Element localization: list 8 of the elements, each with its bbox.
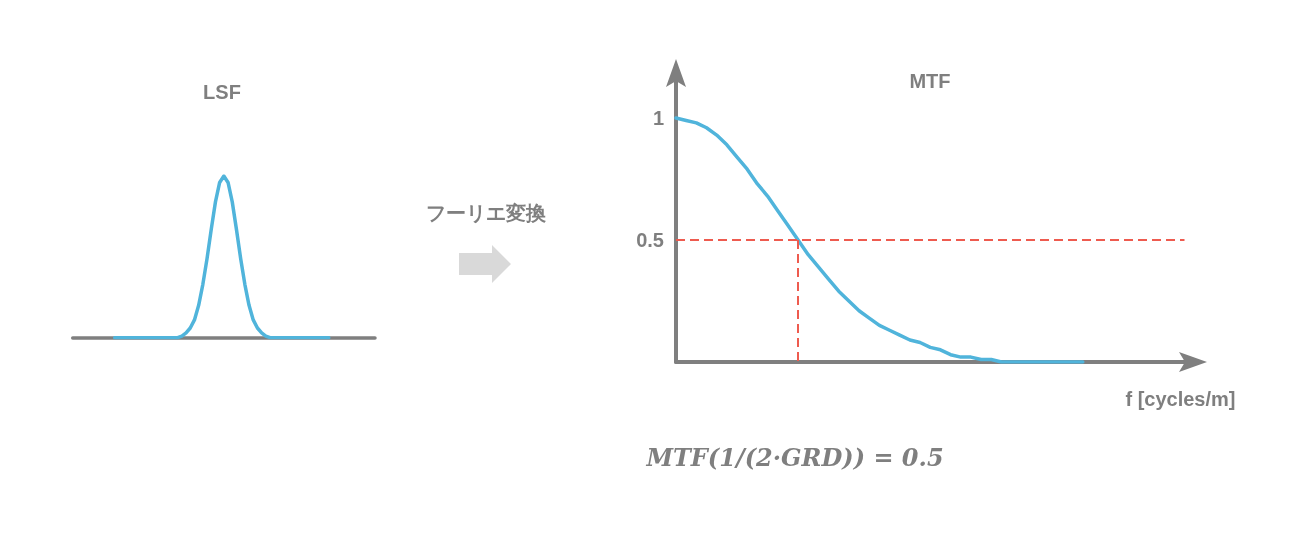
chart-title: LSF (203, 81, 241, 103)
line-series (674, 116, 1085, 364)
y-tick-label: 1 (652, 107, 664, 129)
text: フーリエ変換 (426, 201, 546, 225)
chart-title: MTF (909, 70, 951, 92)
text: MTF(1/(2·GRD)) = 0.5 (646, 442, 944, 473)
y-tick-label: 0.5 (636, 229, 664, 251)
x-axis-title: f [cycles/m] (1125, 388, 1236, 410)
